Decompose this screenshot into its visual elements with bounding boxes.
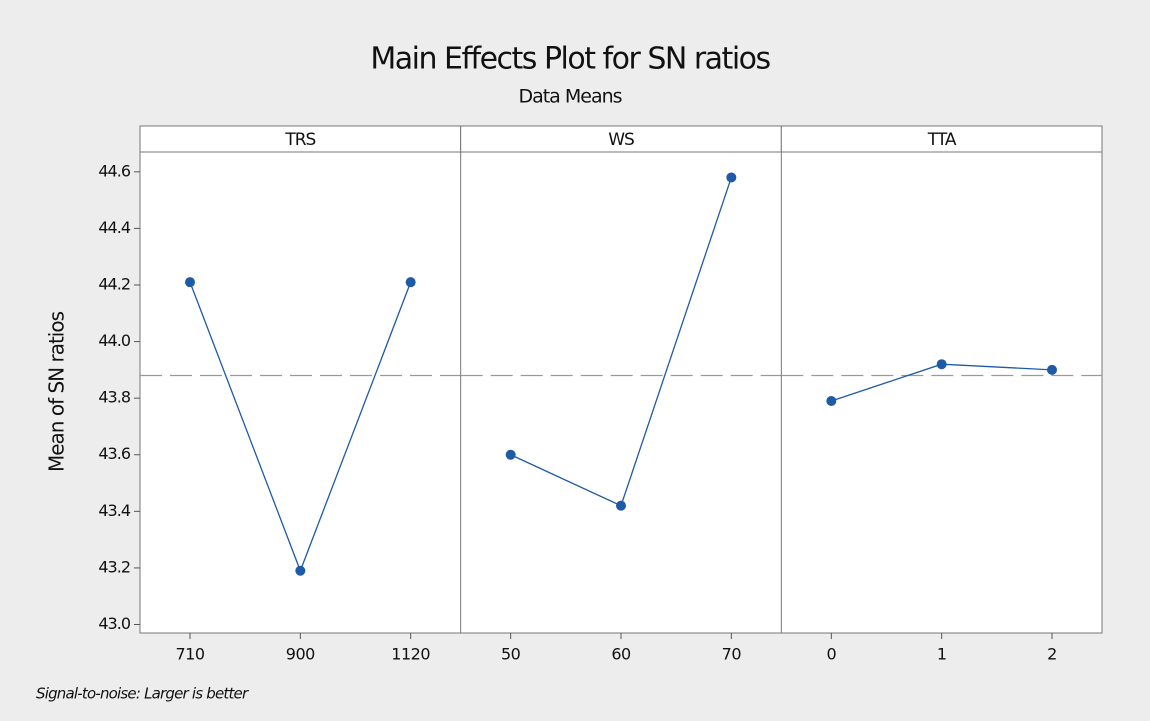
point: [726, 172, 737, 183]
strip-label: TRS: [284, 130, 315, 150]
x-tick-label: 60: [611, 645, 631, 664]
point: [826, 395, 837, 406]
chart-subtitle: Data Means: [518, 86, 621, 108]
y-tick-label: 43.2: [98, 557, 130, 576]
strip: [139, 125, 462, 153]
y-tick-label: 43.8: [98, 388, 130, 407]
strip-label: WS: [608, 130, 634, 150]
x-tick-label: 70: [722, 645, 742, 664]
point: [1047, 364, 1057, 375]
y-tick-label: 44.6: [98, 161, 130, 180]
y-tick-label: 43.6: [98, 444, 130, 463]
x-tick-label: 900: [286, 645, 315, 664]
x-tick-label: 1120: [391, 645, 430, 664]
y-tick-label: 43.4: [98, 501, 130, 520]
strip-label: TTA: [927, 130, 957, 150]
strip: [460, 125, 782, 153]
point: [295, 565, 306, 576]
x-tick-label: 2: [1047, 645, 1057, 664]
footnote: Signal-to-noise: Larger is better: [36, 685, 249, 703]
plot-area: [139, 151, 1103, 634]
y-tick-label: 44.4: [98, 218, 130, 237]
x-tick-label: 0: [826, 645, 836, 664]
y-tick-label: 44.2: [98, 274, 130, 293]
chart-title: Main Effects Plot for SN ratios: [370, 42, 770, 77]
y-tick-label: 44.0: [98, 331, 130, 350]
point: [616, 500, 626, 511]
x-tick-label: 1: [937, 645, 947, 664]
y-tick-label: 43.0: [98, 614, 130, 633]
point: [185, 277, 195, 288]
strip: [780, 125, 1103, 153]
y-axis-label: Mean of SN ratios: [45, 311, 69, 472]
x-tick-label: 710: [175, 645, 204, 664]
point: [505, 449, 516, 460]
x-tick-label: 50: [501, 645, 521, 664]
point: [936, 359, 947, 370]
point: [405, 277, 416, 288]
